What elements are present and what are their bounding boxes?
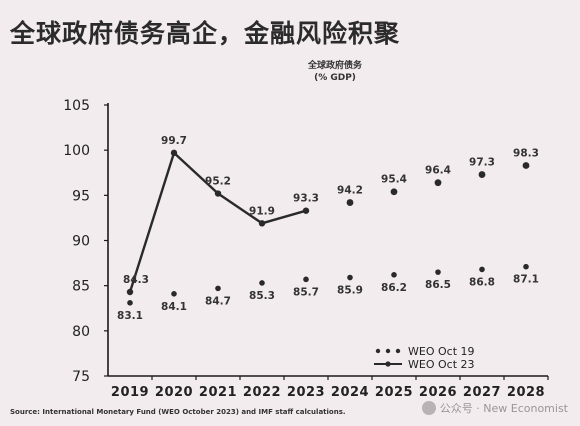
data-point-weo-oct-19 — [215, 285, 221, 292]
chart-title: 全球政府债务 — [307, 61, 362, 71]
data-label-weo-oct-23: 91.9 — [249, 205, 275, 217]
legend-swatch-weo-oct-19 — [385, 348, 391, 354]
data-label-weo-oct-23: 99.7 — [161, 135, 187, 147]
x-tick-label: 2028 — [507, 385, 545, 400]
chart-data-labels: 83.1 84.1 84.7 85.3 85.7 85.9 86.2 86.5 86.8 87.1… — [117, 135, 539, 322]
watermark: 公众号 · New Economist — [421, 400, 568, 416]
slide-title: 全球政府债务高企，金融风险积聚 — [10, 19, 401, 48]
x-tick-label: 2024 — [331, 385, 369, 400]
data-label-weo-oct-23: 96.4 — [425, 165, 451, 177]
x-tick-label: 2023 — [287, 385, 325, 400]
y-tick-label: 85 — [72, 279, 90, 295]
data-point-weo-oct-19 — [259, 280, 265, 286]
y-tick-label: 90 — [72, 234, 90, 250]
legend-label-weo-oct-23: WEO Oct 23 — [408, 358, 475, 371]
data-label-weo-oct-19: 86.8 — [469, 276, 495, 288]
data-point-weo-oct-19 — [391, 272, 397, 278]
legend-swatch-weo-oct-19 — [375, 348, 381, 354]
series-line-weo-oct-23 — [128, 151, 307, 293]
data-label-weo-oct-23: 95.2 — [205, 176, 231, 188]
chart-series — [126, 149, 530, 306]
data-point-weo-oct-19 — [435, 269, 441, 275]
x-tick-label: 2025 — [375, 385, 413, 400]
data-point-weo-oct-23 — [346, 199, 354, 206]
data-label-weo-oct-23: 98.3 — [513, 148, 539, 160]
legend-label-weo-oct-19: WEO Oct 19 — [408, 345, 475, 358]
x-tick-label: 2021 — [199, 385, 237, 400]
data-point-weo-oct-19 — [523, 263, 529, 270]
y-tick-label: 105 — [63, 98, 90, 114]
data-label-weo-oct-19: 84.7 — [205, 295, 231, 307]
data-point-weo-oct-23 — [522, 162, 530, 169]
data-label-weo-oct-19: 86.2 — [381, 282, 407, 294]
legend-swatch-weo-oct-19 — [395, 348, 401, 354]
x-tick-label: 2026 — [419, 385, 457, 400]
data-label-weo-oct-19: 85.3 — [249, 290, 275, 302]
data-label-weo-oct-19: 85.7 — [293, 286, 319, 298]
x-tick-label: 2027 — [463, 385, 501, 400]
source-note: Source: International Monetary Fund (WEO… — [10, 408, 346, 416]
data-point-weo-oct-19 — [303, 276, 309, 283]
data-point-weo-oct-23 — [478, 171, 486, 178]
chart-subtitle: (% GDP) — [314, 73, 356, 83]
data-point-weo-oct-23 — [302, 207, 310, 214]
data-point-weo-oct-23 — [434, 179, 442, 187]
data-label-weo-oct-23: 84.3 — [123, 274, 149, 286]
data-point-weo-oct-23 — [170, 149, 178, 157]
data-point-weo-oct-23 — [258, 220, 266, 227]
y-tick-label: 95 — [72, 188, 90, 204]
data-label-weo-oct-23: 94.2 — [337, 185, 363, 197]
data-label-weo-oct-19: 86.5 — [425, 279, 451, 291]
data-point-weo-oct-23 — [214, 190, 222, 197]
legend-swatch-dot-weo-oct-23 — [385, 361, 391, 367]
data-point-weo-oct-23 — [390, 188, 398, 196]
x-tick-label: 2022 — [243, 385, 281, 400]
data-point-weo-oct-19 — [171, 290, 177, 297]
y-tick-label: 75 — [72, 369, 90, 385]
data-point-weo-oct-19 — [347, 274, 353, 281]
data-label-weo-oct-23: 95.4 — [381, 174, 407, 186]
wechat-icon — [421, 401, 436, 415]
chart-title-block: 全球政府债务 (% GDP) — [0, 60, 580, 84]
data-point-weo-oct-19 — [127, 300, 133, 306]
data-label-weo-oct-19: 84.1 — [161, 301, 187, 313]
data-label-weo-oct-19: 87.1 — [513, 274, 539, 286]
y-tick-label: 100 — [63, 143, 90, 159]
data-point-weo-oct-23 — [126, 288, 134, 296]
data-label-weo-oct-23: 93.3 — [293, 193, 319, 205]
chart-axes: 75 80 85 90 95 100 105 2019 2020 2021 2022 2023 2024… — [63, 98, 549, 400]
y-tick-label: 80 — [72, 324, 90, 340]
x-tick-label: 2020 — [155, 385, 193, 400]
data-label-weo-oct-19: 85.9 — [337, 285, 363, 297]
data-point-weo-oct-19 — [479, 266, 485, 273]
data-label-weo-oct-23: 97.3 — [469, 157, 495, 169]
x-tick-label: 2019 — [111, 385, 149, 400]
watermark-text: 公众号 · New Economist — [439, 402, 568, 415]
data-label-weo-oct-19: 83.1 — [117, 310, 143, 322]
